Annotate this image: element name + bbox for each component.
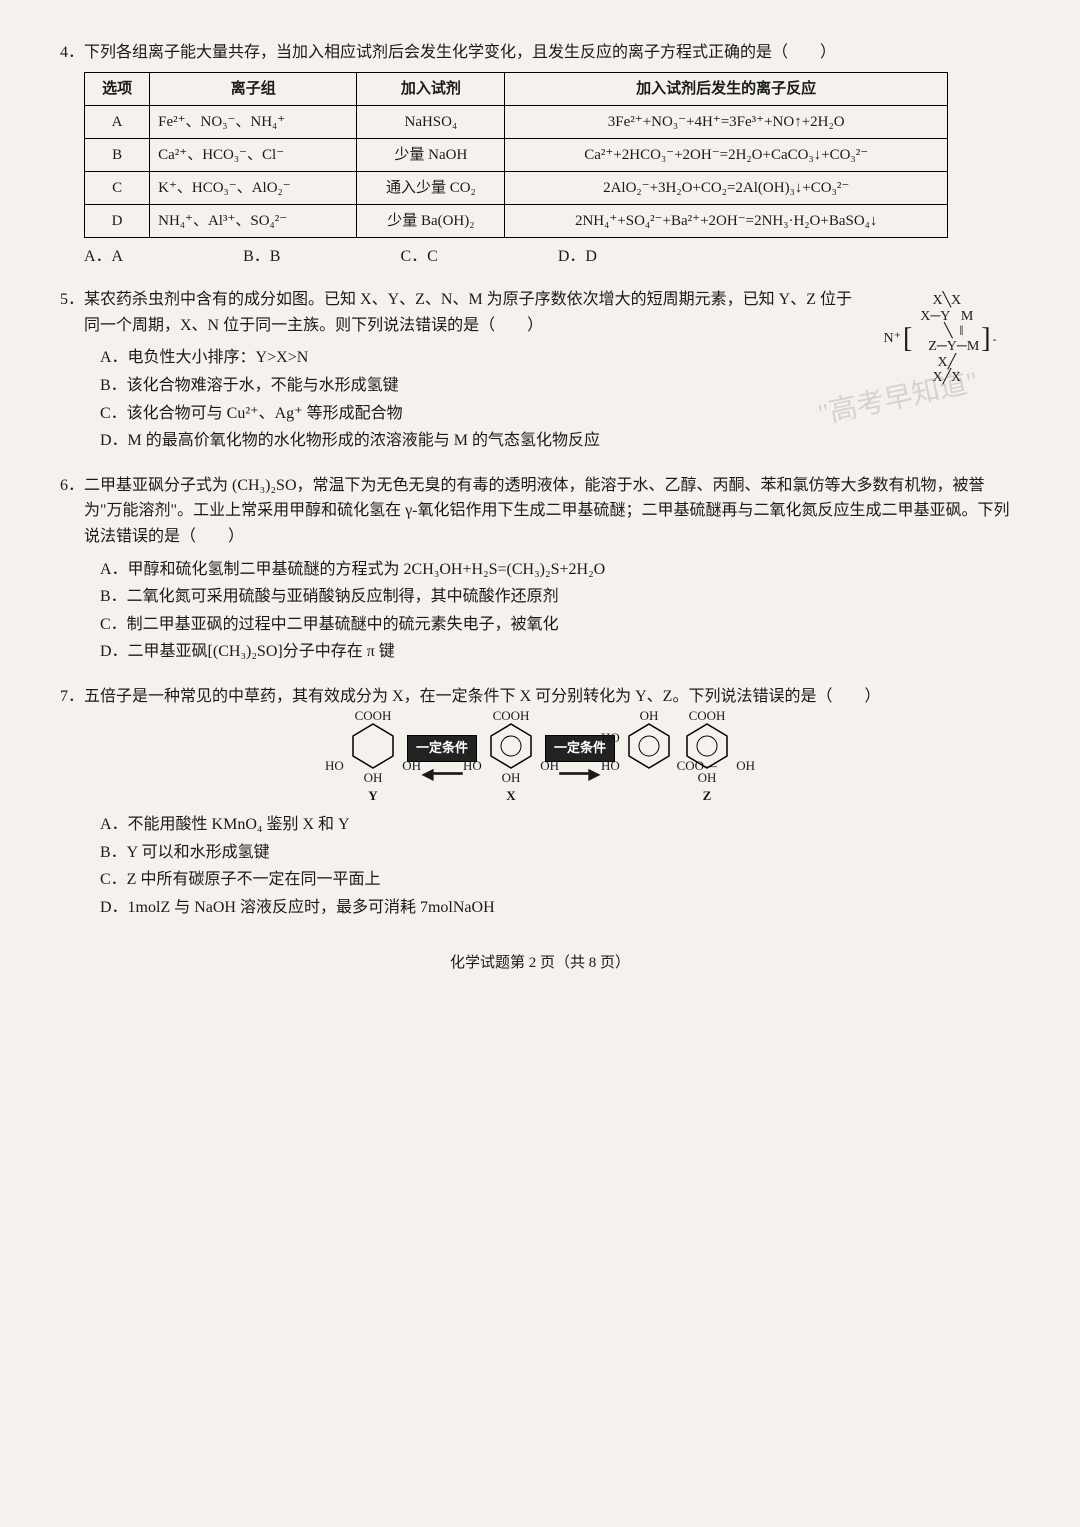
x-br: OH [540,758,559,774]
q6-stem: 6．二甲基亚砜分子式为 (CH₃)₂SO，常温下为无色无臭的有毒的透明液体，能溶… [60,473,1020,550]
q4-header-row: 选项 离子组 加入试剂 加入试剂后发生的离子反应 [85,72,948,105]
q5-stem-text: 某农药杀虫剂中含有的成分如图。已知 X、Y、Z、N、M 为原子序数依次增大的短周… [84,291,852,334]
q6-opt-b: B．二氧化氮可采用硫酸与亚硝酸钠反应制得，其中硫酸作还原剂 [100,583,1020,611]
arrow-left-icon: ◀━━━ [421,762,462,788]
q4-h1: 离子组 [150,72,357,105]
q4-h3: 加入试剂后发生的离子反应 [505,72,948,105]
q5-fig-y: Y [940,309,950,324]
arrow-right-icon: ━━━▶ [559,762,600,788]
q7-opt-b: B．Y 可以和水形成氢键 [100,839,1020,867]
q4-d0: D [85,204,150,237]
q5-opt-c: C．该化合物可与 Cu²⁺、Ag⁺ 等形成配合物 [100,400,860,428]
q4-b3: Ca²⁺+2HCO₃⁻+2OH⁻=2H₂O+CaCO₃↓+CO₃²⁻ [505,138,948,171]
q4-c0: C [85,171,150,204]
q5-opt-d: D．M 的最高价氧化物的水化物形成的浓溶液能与 M 的气态氢化物反应 [100,427,860,455]
q4-row-d: D NH₄⁺、Al³⁺、SO₄²⁻ 少量 Ba(OH)₂ 2NH₄⁺+SO₄²⁻… [85,204,948,237]
q4-opt-d: D．D [558,244,597,270]
z1-bl: HO [601,758,620,774]
q6-stem-text: 二甲基亚砜分子式为 (CH₃)₂SO，常温下为无色无臭的有毒的透明液体，能溶于水… [84,477,1009,545]
q4-c3: 2AlO₂⁻+3H₂O+CO₂=2Al(OH)₃↓+CO₃²⁻ [505,171,948,204]
z2-top: COOH [689,708,726,724]
y-top: COOH [355,708,392,724]
q4-row-b: B Ca²⁺、HCO₃⁻、Cl⁻ 少量 NaOH Ca²⁺+2HCO₃⁻+2OH… [85,138,948,171]
y-bl: HO [325,758,344,774]
q6-number: 6． [60,477,84,494]
q7-opt-a: A．不能用酸性 KMnO₄ 鉴别 X 和 Y [100,811,1020,839]
z-name: Z [703,788,712,804]
q5-fig-x3: X [920,309,930,324]
question-7: 7．五倍子是一种常见的中草药，其有效成分为 X，在一定条件下 X 可分别转化为 … [60,684,1020,922]
q4-a2: NaHSO₄ [357,105,505,138]
y-b: OH [364,770,383,786]
q4-table: 选项 离子组 加入试剂 加入试剂后发生的离子反应 A Fe²⁺、NO₃⁻、NH₄… [84,72,948,238]
q5-stem: 5．某农药杀虫剂中含有的成分如图。已知 X、Y、Z、N、M 为原子序数依次增大的… [60,287,860,338]
q5-fig-x5: X [932,370,942,385]
z2-br: OH [736,758,755,774]
q4-options: A．A B．B C．C D．D [84,244,1020,270]
q4-b0: B [85,138,150,171]
x-name: X [506,788,515,804]
q4-stem-text: 下列各组离子能大量共存，当加入相应试剂后会发生化学变化，且发生反应的离子方程式正… [84,44,836,61]
page-footer: 化学试题第 2 页（共 8 页） [60,951,1020,975]
q4-h2: 加入试剂 [357,72,505,105]
q4-a0: A [85,105,150,138]
mol-z-right: COOH OH OH Z [683,720,731,804]
z1-tl: HO [601,730,620,746]
mol-y: COOH HO OH OH Y [349,720,397,804]
q5-fig-m1: M [961,309,973,324]
q6-opt-c: C．制二甲基亚砜的过程中二甲基硫醚中的硫元素失电子，被氧化 [100,611,1020,639]
q5-fig-x4: X [938,355,948,370]
q4-d2: 少量 Ba(OH)₂ [357,204,505,237]
y-br: OH [402,758,421,774]
q5-fig-x6: X [951,370,961,385]
q4-row-a: A Fe²⁺、NO₃⁻、NH₄⁺ NaHSO₄ 3Fe²⁺+NO₃⁻+4H⁺=3… [85,105,948,138]
q5-structure-figure: N⁺ [ X╲X X─Y M ╲ ‖ Z─Y─M X╱ X╱X ]- [860,287,1020,385]
q5-fig-m2: M [967,339,979,354]
q5-fig-x1: X [932,293,942,308]
y-name: Y [368,788,377,804]
q5-opt-a: A．电负性大小排序：Y>X>N [100,344,860,372]
q4-b1: Ca²⁺、HCO₃⁻、Cl⁻ [150,138,357,171]
q4-a3: 3Fe²⁺+NO₃⁻+4H⁺=3Fe³⁺+NO↑+2H₂O [505,105,948,138]
q5-fig-x2: X [951,293,961,308]
q4-number: 4． [60,44,84,61]
question-5: 5．某农药杀虫剂中含有的成分如图。已知 X、Y、Z、N、M 为原子序数依次增大的… [60,287,1020,455]
q4-opt-b: B．B [243,244,280,270]
q6-opt-a: A．甲醇和硫化氢制二甲基硫醚的方程式为 2CH₃OH+H₂S=(CH₃)₂S+2… [100,556,1020,584]
q4-opt-c: C．C [400,244,437,270]
q5-opt-b: B．该化合物难溶于水，不能与水形成氢键 [100,372,860,400]
q4-stem: 4．下列各组离子能大量共存，当加入相应试剂后会发生化学变化，且发生反应的离子方程… [60,40,1020,66]
q4-c1: K⁺、HCO₃⁻、AlO₂⁻ [150,171,357,204]
q7-opt-d: D．1molZ 与 NaOH 溶液反应时，最多可消耗 7molNaOH [100,894,1020,922]
q7-stem: 7．五倍子是一种常见的中草药，其有效成分为 X，在一定条件下 X 可分别转化为 … [60,684,1020,710]
q7-number: 7． [60,688,84,705]
q4-b2: 少量 NaOH [357,138,505,171]
q4-a1: Fe²⁺、NO₃⁻、NH₄⁺ [150,105,357,138]
q4-h0: 选项 [85,72,150,105]
mol-z-left: OH HO HO COO— [625,720,673,804]
x-b: OH [502,770,521,786]
question-6: 6．二甲基亚砜分子式为 (CH₃)₂SO，常温下为无色无臭的有毒的透明液体，能溶… [60,473,1020,666]
q4-c2: 通入少量 CO₂ [357,171,505,204]
q5-fig-z: Z [928,339,937,354]
q4-opt-a: A．A [84,244,123,270]
q7-stem-text: 五倍子是一种常见的中草药，其有效成分为 X，在一定条件下 X 可分别转化为 Y、… [84,688,880,705]
q4-d1: NH₄⁺、Al³⁺、SO₄²⁻ [150,204,357,237]
q4-d3: 2NH₄⁺+SO₄²⁻+Ba²⁺+2OH⁻=2NH₃·H₂O+BaSO₄↓ [505,204,948,237]
x-bl: HO [463,758,482,774]
q4-row-c: C K⁺、HCO₃⁻、AlO₂⁻ 通入少量 CO₂ 2AlO₂⁻+3H₂O+CO… [85,171,948,204]
z1-top: OH [640,708,659,724]
x-top: COOH [493,708,530,724]
z2-b: OH [698,770,717,786]
q5-number: 5． [60,291,84,308]
question-4: 4．下列各组离子能大量共存，当加入相应试剂后会发生化学变化，且发生反应的离子方程… [60,40,1020,269]
mol-x: COOH HO OH OH X [487,720,535,804]
q5-fig-n: N⁺ [883,330,901,348]
q6-opt-d: D．二甲基亚砜[(CH₃)₂SO]分子中存在 π 键 [100,638,1020,666]
q7-reaction-scheme: COOH HO OH OH Y 一定条件 ◀━━━ COOH HO OH OH … [60,720,1020,804]
q5-fig-y2: Y [947,339,957,354]
q7-opt-c: C．Z 中所有碳原子不一定在同一平面上 [100,866,1020,894]
